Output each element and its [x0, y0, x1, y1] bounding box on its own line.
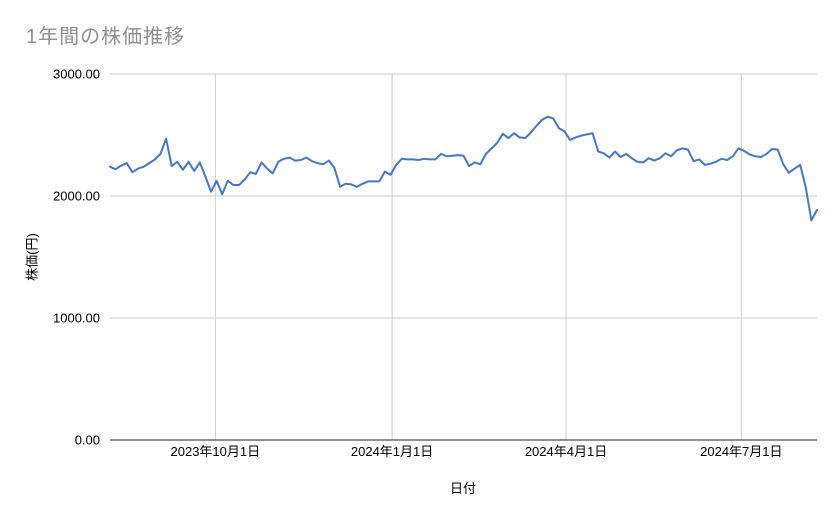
x-tick-label: 2024年4月1日	[525, 444, 607, 459]
y-tick-label: 2000.00	[53, 189, 100, 204]
y-tick-label: 3000.00	[53, 67, 100, 82]
x-tick-label: 2024年1月1日	[351, 444, 433, 459]
x-axis-title: 日付	[449, 481, 477, 496]
price-line	[109, 115, 818, 222]
chart-title: 1年間の株価推移	[26, 26, 186, 48]
y-tick-label: 0.00	[75, 433, 100, 448]
x-tick-label: 2023年10月1日	[171, 444, 261, 459]
x-tick-label: 2024年7月1日	[700, 444, 782, 459]
y-tick-label: 1000.00	[53, 311, 100, 326]
